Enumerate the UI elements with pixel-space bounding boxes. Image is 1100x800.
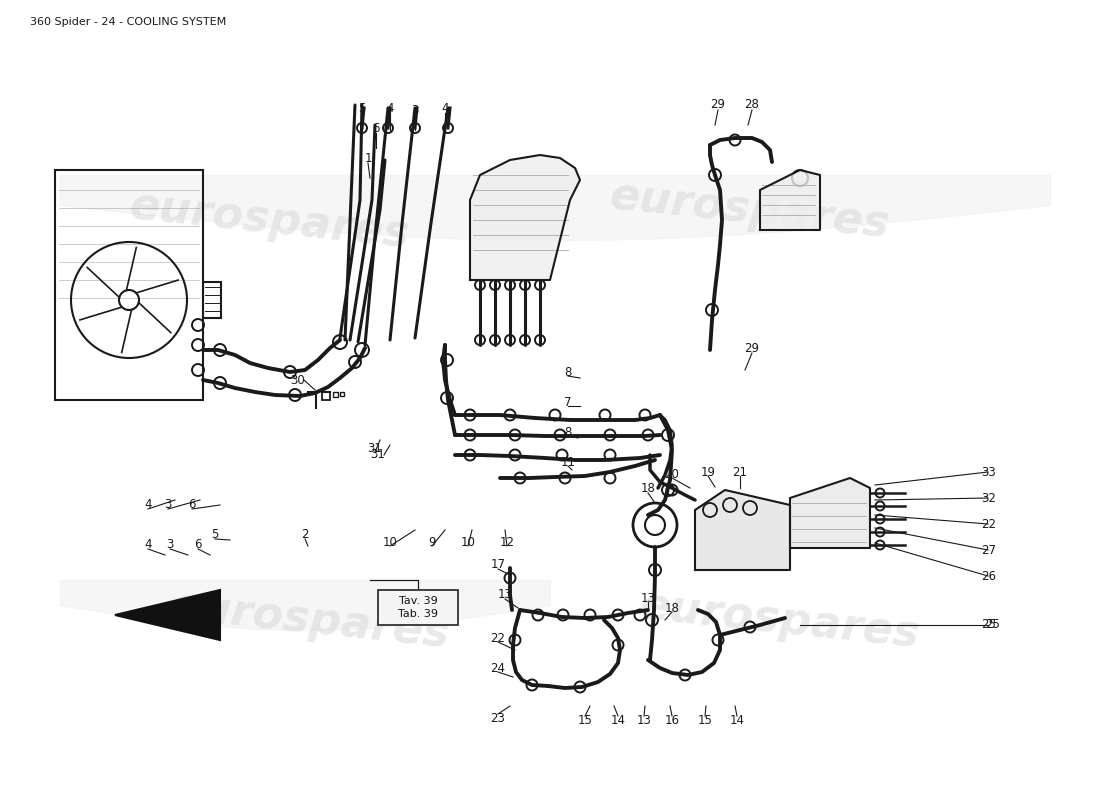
Polygon shape	[470, 155, 580, 280]
Text: 30: 30	[290, 374, 306, 386]
Text: 24: 24	[491, 662, 506, 674]
Text: 2: 2	[301, 529, 309, 542]
Text: 4: 4	[441, 102, 449, 114]
Text: 18: 18	[664, 602, 680, 614]
Text: 13: 13	[637, 714, 651, 726]
Text: 32: 32	[981, 491, 996, 505]
Text: 14: 14	[610, 714, 626, 726]
Text: 4: 4	[144, 538, 152, 551]
Text: 16: 16	[664, 714, 680, 726]
Text: 31: 31	[367, 442, 383, 454]
Text: 27: 27	[981, 543, 996, 557]
Text: eurospares: eurospares	[168, 584, 452, 656]
Text: 15: 15	[578, 714, 593, 726]
Text: 12: 12	[499, 535, 515, 549]
Polygon shape	[790, 478, 870, 548]
Text: 3: 3	[164, 498, 172, 511]
Text: 3: 3	[166, 538, 174, 551]
Text: 10: 10	[461, 535, 475, 549]
Text: 25: 25	[986, 618, 1000, 631]
Text: 31: 31	[371, 449, 385, 462]
Text: 23: 23	[491, 711, 505, 725]
Text: 5: 5	[211, 529, 219, 542]
Text: 13: 13	[640, 591, 656, 605]
Text: 21: 21	[733, 466, 748, 478]
Text: 8: 8	[564, 366, 572, 378]
Text: 20: 20	[664, 467, 680, 481]
Text: 18: 18	[640, 482, 656, 495]
Text: 13: 13	[497, 589, 513, 602]
Polygon shape	[760, 170, 820, 230]
Text: 25: 25	[981, 618, 996, 631]
Text: 7: 7	[564, 395, 572, 409]
Bar	[322, 392, 330, 400]
Text: 9: 9	[428, 535, 436, 549]
Text: 22: 22	[981, 518, 996, 530]
Text: 33: 33	[981, 466, 996, 478]
Text: 26: 26	[981, 570, 996, 582]
Text: eurospares: eurospares	[638, 584, 922, 656]
Text: 19: 19	[701, 466, 715, 478]
Text: 8: 8	[564, 426, 572, 438]
Bar	[55, 170, 204, 400]
Text: 15: 15	[697, 714, 713, 726]
Text: eurospares: eurospares	[128, 184, 413, 256]
Text: 5: 5	[359, 102, 365, 114]
Bar	[204, 282, 221, 318]
Text: 29: 29	[745, 342, 759, 354]
Bar	[340, 392, 344, 396]
Text: 14: 14	[729, 714, 745, 726]
Text: 22: 22	[491, 631, 506, 645]
Text: 4: 4	[386, 102, 394, 114]
Polygon shape	[116, 590, 220, 640]
Text: 6: 6	[372, 122, 379, 134]
Text: 4: 4	[144, 498, 152, 511]
Text: 360 Spider - 24 - COOLING SYSTEM: 360 Spider - 24 - COOLING SYSTEM	[30, 17, 227, 27]
Text: 29: 29	[711, 98, 726, 111]
Text: 1: 1	[364, 151, 372, 165]
Text: 11: 11	[561, 455, 575, 469]
Text: 17: 17	[491, 558, 506, 571]
Text: eurospares: eurospares	[608, 174, 892, 246]
Text: 10: 10	[383, 535, 397, 549]
Bar	[378, 590, 458, 625]
Polygon shape	[695, 490, 790, 570]
Bar	[333, 392, 338, 397]
Text: 6: 6	[195, 538, 201, 551]
Text: Tav. 39
Tab. 39: Tav. 39 Tab. 39	[398, 596, 438, 619]
Text: 3: 3	[411, 103, 419, 117]
Text: 28: 28	[745, 98, 759, 111]
Text: 6: 6	[188, 498, 196, 511]
